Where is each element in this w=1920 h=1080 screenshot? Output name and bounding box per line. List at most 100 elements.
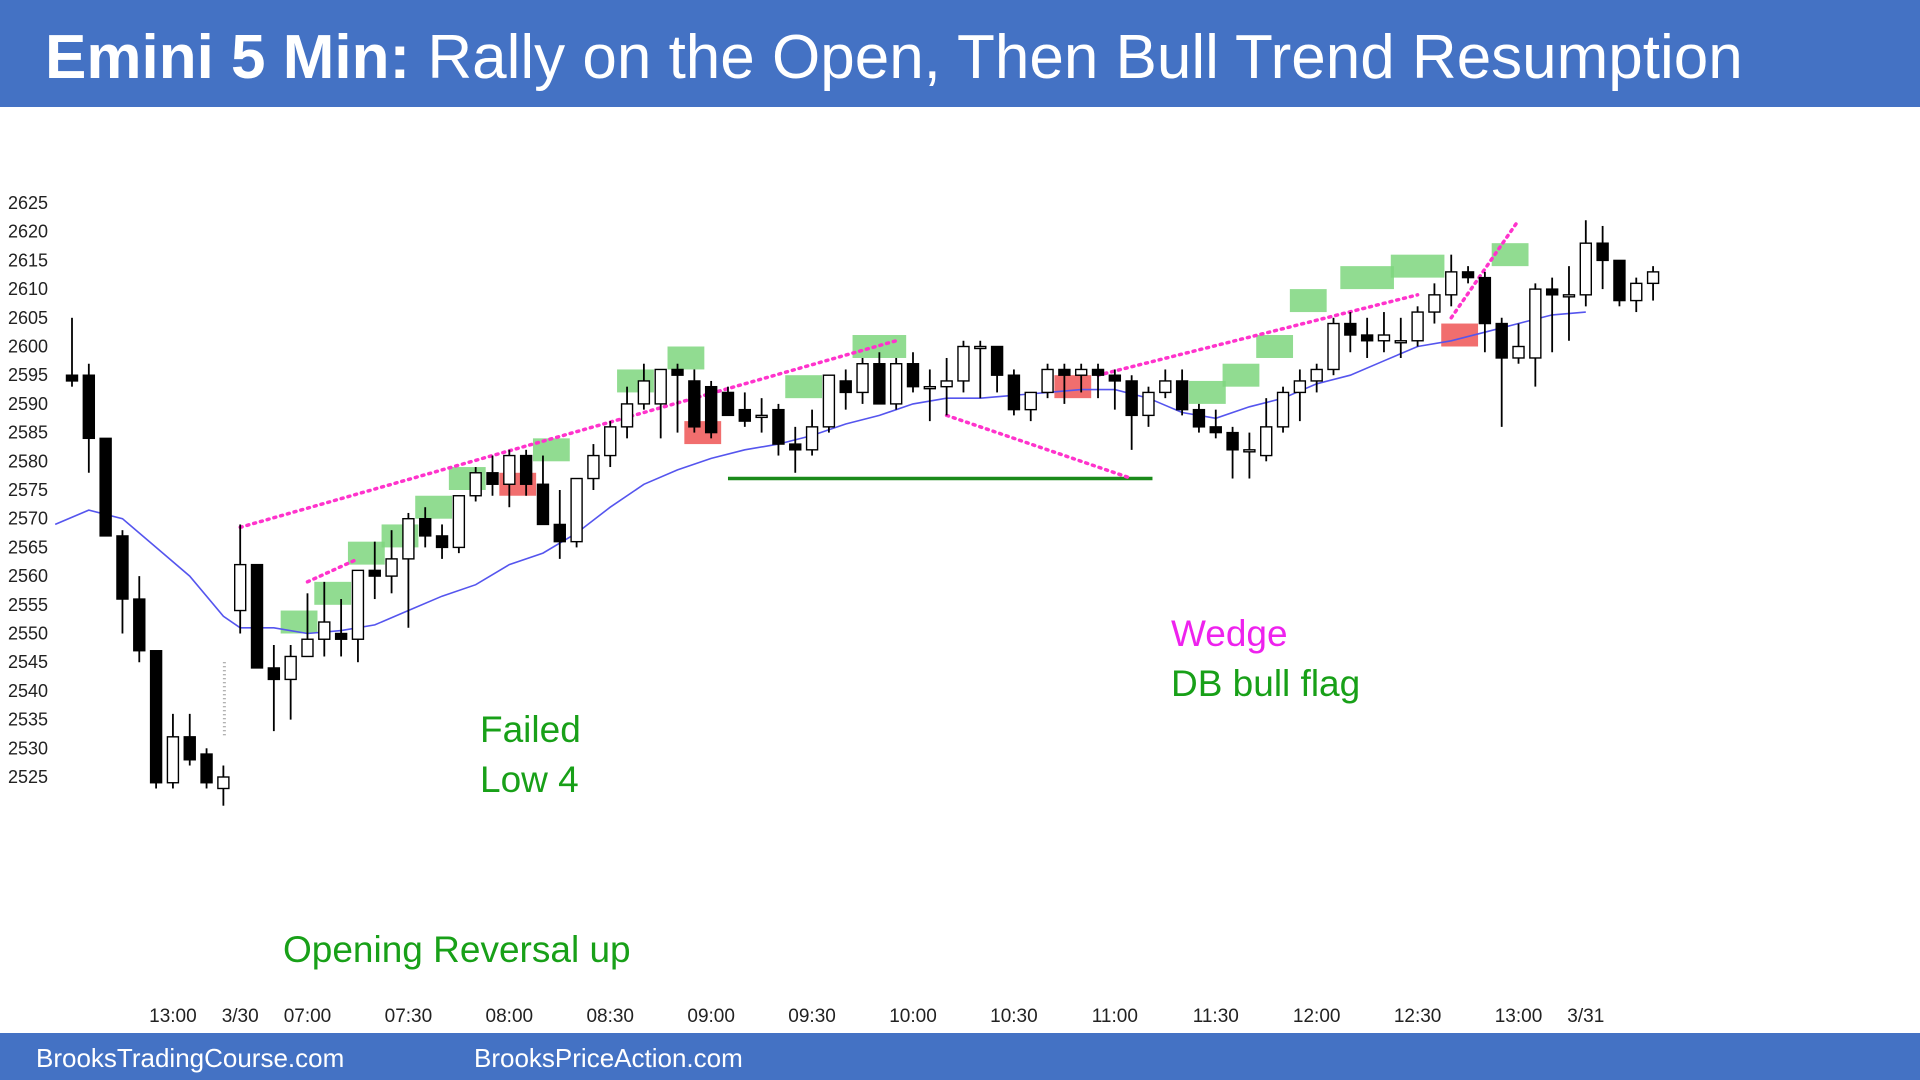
bear-candle-body (990, 345, 1004, 376)
y-tick-label: 2575 (8, 480, 48, 500)
bull-candle-body (654, 368, 667, 405)
x-tick-label: 3/31 (1567, 1006, 1604, 1027)
y-tick-label: 2625 (8, 193, 48, 213)
candle-bodies (65, 242, 1660, 790)
bull-candle-body (822, 374, 836, 428)
bear-candle-body (873, 363, 886, 405)
bull-candle-body (923, 385, 937, 390)
bull-candle-body (1377, 334, 1391, 342)
bull-candle-body (217, 776, 230, 790)
bear-candle-body (671, 368, 684, 376)
bull-candle-body (1243, 449, 1256, 453)
x-tick-label: 11:00 (1092, 1006, 1138, 1027)
y-tick-label: 2620 (8, 222, 48, 242)
bull-candle-body (1445, 271, 1458, 296)
title-bar: Emini 5 Min: Rally on the Open, Then Bul… (0, 0, 1920, 107)
bear-candle-body (1209, 426, 1222, 434)
bull-signal-box (667, 346, 705, 370)
bull-candle-body (233, 563, 247, 612)
bear-candle-body (1360, 334, 1374, 342)
y-tick-label: 2555 (8, 595, 48, 615)
x-axis-labels: 13:00 3/30 07:00 07:30 08:00 08:30 09:00 09:30 1… (149, 1006, 1604, 1027)
bull-candle-body (1529, 288, 1542, 359)
bull-candle-body (1579, 242, 1593, 296)
bull-signal-box (1340, 266, 1394, 290)
bear-candle-body (1091, 368, 1105, 376)
y-tick-label: 2580 (8, 451, 48, 471)
footer-bar: BrooksTradingCourse.com BrooksPriceActio… (0, 1033, 1920, 1080)
bear-candle-body (688, 380, 701, 428)
bear-candle-body (1478, 276, 1492, 325)
trendlines (238, 218, 1521, 584)
title-rest: Rally on the Open, Then Bull Trend Resum… (410, 23, 1743, 92)
bear-candle-body (1596, 242, 1609, 262)
bull-candle-body (1562, 294, 1576, 298)
bear-candle-body (200, 753, 213, 784)
bull-candle-body (1159, 380, 1172, 394)
bear-candle-body (1545, 288, 1559, 296)
y-tick-label: 2540 (8, 681, 48, 701)
bull-candle-body (385, 558, 398, 577)
bear-candle-body (1007, 374, 1021, 411)
footer-link-trading-course[interactable]: BrooksTradingCourse.com (36, 1043, 345, 1073)
bear-candle-body (738, 408, 751, 422)
bull-candle-body (604, 426, 617, 457)
y-tick-label: 2525 (8, 767, 48, 787)
y-tick-label: 2600 (8, 337, 48, 357)
bear-candle-body (133, 598, 146, 652)
bull-signal-box (314, 581, 352, 605)
bear-candle-body (267, 667, 281, 681)
bear-candle-body (704, 385, 718, 434)
x-tick-label: 07:30 (385, 1006, 433, 1027)
chart-title: Emini 5 Min: Rally on the Open, Then Bul… (45, 22, 1743, 93)
bull-candle-body (1024, 391, 1037, 411)
y-tick-label: 2535 (8, 710, 48, 730)
annotation-db-bull-flag: DB bull flag (1171, 663, 1361, 704)
x-tick-label: 13:00 (1495, 1006, 1543, 1027)
footer-link-price-action[interactable]: BrooksPriceAction.com (474, 1043, 743, 1073)
bull-candle-body (1327, 322, 1340, 371)
bull-candle-body (1074, 368, 1088, 376)
bear-candle-body (1125, 380, 1138, 417)
annotation-low4: Low 4 (480, 759, 579, 800)
bull-candle-body (974, 345, 987, 350)
bull-candle-body (889, 363, 903, 405)
y-tick-label: 2585 (8, 423, 48, 443)
bear-candle-body (250, 563, 264, 669)
bull-candle-body (1260, 426, 1273, 457)
annotation-opening-reversal: Opening Reversal up (283, 929, 631, 970)
bear-candle-body (435, 535, 449, 549)
bull-candle-body (1630, 282, 1643, 302)
bull-signal-box (1222, 363, 1260, 387)
bear-candle-body (149, 650, 163, 784)
bear-candle-body (1344, 322, 1357, 336)
bull-candle-body (1394, 340, 1407, 344)
bull-signal-box (1390, 254, 1445, 278)
x-tick-label: 10:30 (990, 1006, 1038, 1027)
trendline (1096, 293, 1420, 377)
bear-signal-box (1054, 375, 1092, 399)
trendline (305, 557, 360, 584)
bull-candle-body (469, 472, 482, 497)
trendline (238, 339, 898, 530)
bull-candle-body (940, 380, 953, 388)
y-tick-label: 2530 (8, 738, 48, 758)
bull-candle-body (1428, 294, 1441, 313)
x-tick-label: 09:00 (687, 1006, 735, 1027)
bull-candle-body (351, 569, 365, 640)
bear-candle-body (183, 736, 196, 761)
x-tick-label: 10:00 (889, 1006, 937, 1027)
bear-candle-body (99, 437, 112, 537)
bear-candle-body (906, 363, 920, 388)
bull-signal-box (415, 495, 453, 519)
y-tick-label: 2560 (8, 566, 48, 586)
x-tick-label: 11:30 (1193, 1006, 1239, 1027)
x-tick-label: 12:30 (1394, 1006, 1442, 1027)
bull-candle-body (570, 477, 583, 543)
bull-candle-body (620, 403, 634, 428)
ema-line (54, 311, 1586, 635)
bull-signal-box (785, 375, 823, 399)
bull-candle-body (301, 638, 314, 658)
bear-candle-body (1495, 322, 1508, 359)
candle-wicks (71, 220, 1654, 806)
